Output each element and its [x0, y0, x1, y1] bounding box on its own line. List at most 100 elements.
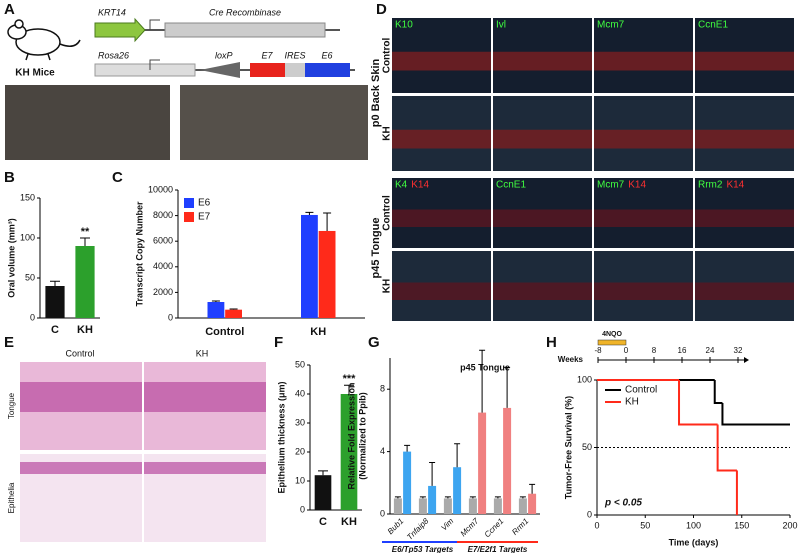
- y-tick-label: 6000: [153, 236, 173, 246]
- micrograph-stain: [392, 51, 491, 71]
- bar: [493, 498, 502, 514]
- legend-label: E6: [198, 198, 211, 209]
- y-axis-label: Transcript Copy Number: [134, 201, 144, 307]
- legend-swatch: [184, 198, 194, 208]
- weeks-tick-label: 8: [652, 346, 657, 355]
- y-tick-label: 0: [587, 509, 592, 519]
- micrograph-stain: [594, 282, 693, 300]
- bar: [318, 230, 336, 318]
- mouse-photo: [180, 85, 368, 160]
- row-label: KH: [382, 126, 393, 140]
- ires-box: [285, 63, 305, 77]
- micrograph-stain: [695, 129, 794, 149]
- micrograph-stain: [493, 51, 592, 71]
- promoter-label: KRT14: [98, 7, 126, 17]
- stain-label: K14: [726, 180, 744, 191]
- micrograph-stain: [392, 209, 491, 227]
- panel-letter: G: [368, 334, 380, 351]
- micrograph-stain: [695, 51, 794, 71]
- y-tick-label: 20: [295, 446, 305, 456]
- survival-step: [713, 380, 723, 404]
- panel-letter: H: [546, 334, 557, 351]
- panel-letter: B: [4, 169, 15, 186]
- row-label: Control: [382, 195, 393, 231]
- block-label: p0 Back Skin: [370, 58, 382, 127]
- bar: [518, 498, 527, 514]
- row-label: Control: [382, 38, 393, 74]
- error-bar: [305, 211, 314, 215]
- stain-label: K14: [628, 180, 646, 191]
- stain-label: CcnE1: [698, 20, 728, 31]
- error-bar: [50, 280, 60, 286]
- error-bar: [444, 496, 451, 499]
- stain-label: Mcm7: [597, 180, 625, 191]
- micrograph-stain: [493, 282, 592, 300]
- e6-box: [305, 63, 350, 77]
- weeks-tick-label: 32: [734, 346, 743, 355]
- y-axis-label: Relative Fold Expression: [346, 382, 356, 489]
- mouse-icon: [7, 19, 81, 61]
- legend-label: E7: [198, 212, 211, 223]
- stain-label: K4: [395, 180, 408, 191]
- micrograph-stain: [695, 282, 794, 300]
- histology-layer: [144, 462, 266, 474]
- error-bar: [80, 237, 90, 246]
- y-tick-label: 0: [380, 508, 385, 518]
- y-tick-label: 40: [295, 388, 305, 398]
- x-tick-label: Vim: [439, 516, 455, 532]
- x-tick-label: 50: [640, 520, 650, 530]
- locus-box: [94, 63, 196, 77]
- group-label: E6/Tp53 Targets: [392, 545, 454, 553]
- bar: [528, 493, 537, 514]
- survival-step: [716, 424, 737, 472]
- bar: [443, 498, 452, 514]
- error-bar: [479, 349, 486, 413]
- row-label: Tongue: [7, 392, 16, 419]
- x-tick-label: Mcm7: [459, 516, 481, 538]
- y-tick-label: 30: [295, 417, 305, 427]
- bar: [478, 412, 487, 514]
- panel-letter: D: [376, 1, 387, 18]
- y-axis-label: Oral volume (mm³): [6, 218, 16, 298]
- error-bar: [318, 470, 328, 476]
- y-tick-label: 50: [295, 359, 305, 369]
- gene-label: Cre Recombinase: [209, 7, 281, 17]
- error-bar: [344, 384, 354, 394]
- error-bar: [429, 462, 436, 486]
- error-bar: [469, 496, 476, 499]
- row-label: KH: [382, 279, 393, 293]
- treatment-bar: [597, 339, 627, 346]
- legend-label: Control: [625, 385, 657, 396]
- y-tick-label: 0: [300, 504, 305, 514]
- histology-layer: [144, 382, 266, 412]
- y-tick-label: 4: [380, 446, 385, 456]
- tss-arrow: [149, 19, 160, 30]
- survival-step: [678, 380, 718, 426]
- y-tick-label: 100: [20, 232, 35, 242]
- gene-label: E7: [261, 50, 273, 60]
- loxp-label: loxP: [215, 50, 233, 60]
- y-tick-label: 8: [380, 384, 385, 394]
- column-label: Control: [65, 348, 94, 358]
- error-bar: [519, 496, 526, 499]
- group-label: E7/E2f1 Targets: [468, 545, 528, 553]
- y-tick-label: 0: [168, 312, 173, 322]
- y-tick-label: 0: [30, 312, 35, 322]
- stain-label: K14: [411, 180, 429, 191]
- x-tick-label: C: [319, 516, 327, 528]
- bar: [207, 302, 225, 318]
- x-tick-label: Ccne1: [483, 517, 506, 540]
- bar: [340, 394, 358, 510]
- y-tick-label: 10000: [148, 184, 173, 194]
- y-tick-label: 4000: [153, 261, 173, 271]
- histology-layer: [20, 382, 142, 412]
- locus-label: Rosa26: [98, 50, 129, 60]
- weeks-tick-label: 24: [706, 346, 715, 355]
- loxp-triangle: [200, 62, 240, 78]
- x-axis-label: Time (days): [669, 537, 719, 547]
- significance: ***: [343, 373, 357, 385]
- legend-swatch: [184, 212, 194, 222]
- x-tick-label: 200: [782, 520, 797, 530]
- y-tick-label: 50: [582, 442, 592, 452]
- micrograph-stain: [493, 209, 592, 227]
